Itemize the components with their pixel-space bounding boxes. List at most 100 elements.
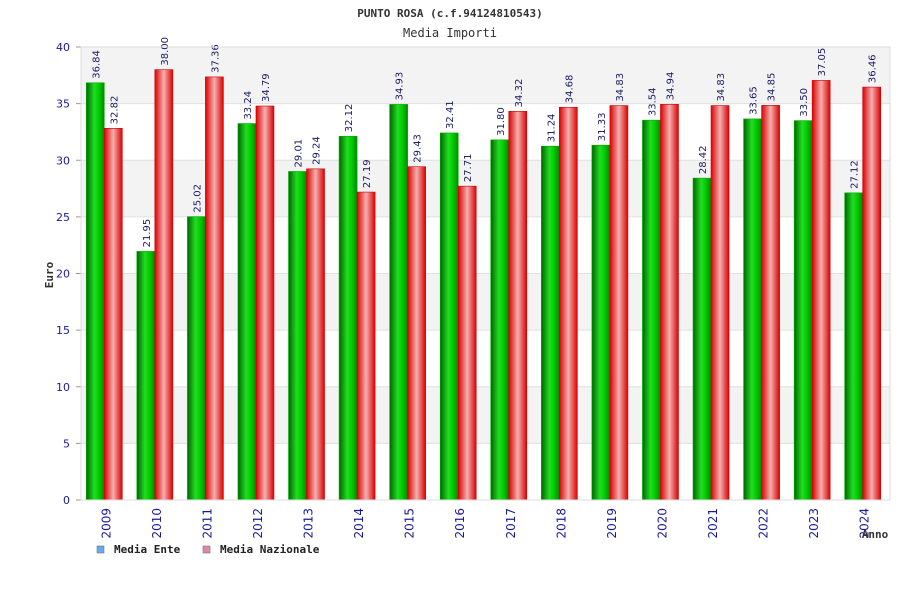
data-label: 34.79 xyxy=(261,73,272,102)
chart-title: PUNTO ROSA (c.f.94124810543) xyxy=(357,7,542,20)
y-tick-label: 5 xyxy=(63,437,70,450)
data-label: 27.12 xyxy=(850,160,861,189)
bar-media-ente xyxy=(844,192,864,501)
x-tick-label: 2018 xyxy=(554,508,568,539)
x-tick-label: 2015 xyxy=(403,508,417,539)
data-label: 31.80 xyxy=(496,107,507,136)
data-label: 29.43 xyxy=(413,134,424,163)
bar-media-nazionale xyxy=(862,86,882,501)
bar-media-ente xyxy=(136,251,156,501)
data-label: 38.00 xyxy=(160,37,171,66)
x-tick-label: 2009 xyxy=(99,508,113,539)
chart-subtitle: Media Importi xyxy=(403,26,497,40)
x-tick-label: 2022 xyxy=(757,508,771,539)
data-label: 33.50 xyxy=(799,88,810,117)
bar-media-nazionale xyxy=(508,111,528,501)
y-axis-label: Euro xyxy=(43,261,56,288)
data-label: 32.82 xyxy=(109,96,120,125)
legend-swatch xyxy=(96,545,105,554)
bar-media-nazionale xyxy=(457,185,477,501)
data-labels-group: 36.84 32.82 21.95 38.00 25.02 37.36 33.24 34.79… xyxy=(91,37,878,247)
bar-media-nazionale xyxy=(660,104,679,501)
plot-border xyxy=(80,46,891,501)
data-label: 21.95 xyxy=(142,219,153,248)
legend-label: Media Ente xyxy=(114,543,181,556)
bar-media-nazionale xyxy=(609,105,629,501)
data-label: 32.12 xyxy=(344,104,355,133)
data-label: 25.02 xyxy=(192,184,203,213)
data-label: 34.83 xyxy=(615,73,626,102)
bars-group xyxy=(85,69,882,501)
legend-swatch xyxy=(202,545,211,554)
y-tick-label: 25 xyxy=(56,211,70,224)
bar-media-nazionale xyxy=(356,191,376,501)
data-label: 34.85 xyxy=(767,73,778,102)
y-tick-label: 0 xyxy=(63,494,70,507)
bar-media-ente xyxy=(793,120,813,501)
x-tick-label: 2023 xyxy=(807,508,821,539)
bar-media-nazionale xyxy=(559,106,578,501)
x-tick-label: 2020 xyxy=(655,508,669,539)
bar-media-nazionale xyxy=(407,166,426,501)
y-tick-label: 10 xyxy=(56,381,70,394)
x-tick-label: 2021 xyxy=(706,508,720,539)
bar-media-ente xyxy=(591,144,611,501)
bar-media-nazionale xyxy=(306,168,325,501)
axes xyxy=(80,46,891,501)
legend-label: Media Nazionale xyxy=(220,543,320,556)
bar-media-ente xyxy=(187,216,206,501)
data-label: 33.54 xyxy=(647,88,658,117)
x-axis-label: Anno xyxy=(862,528,889,541)
data-label: 34.68 xyxy=(564,75,575,104)
y-tick-label: 20 xyxy=(56,268,70,281)
bar-media-nazionale xyxy=(761,105,780,501)
data-label: 34.93 xyxy=(395,72,406,101)
x-tick-label: 2019 xyxy=(605,508,619,539)
data-label: 33.65 xyxy=(749,86,760,115)
bar-media-ente xyxy=(642,119,661,501)
x-tick-label: 2010 xyxy=(150,508,164,539)
data-label: 32.41 xyxy=(445,100,456,129)
x-tick-label: 2011 xyxy=(200,508,214,539)
y-tick-label: 15 xyxy=(56,324,70,337)
bar-media-ente xyxy=(237,123,257,501)
bar-media-nazionale xyxy=(811,80,831,501)
bar-media-nazionale xyxy=(154,69,174,501)
data-label: 33.24 xyxy=(243,91,254,120)
y-tick-label: 30 xyxy=(56,154,70,167)
x-tick-labels: 2009 2010 2011 2012 2013 2014 2015 2016 2017 2018… xyxy=(99,508,871,539)
bar-media-nazionale xyxy=(103,128,123,501)
data-label: 31.24 xyxy=(546,114,557,143)
y-tick-label: 35 xyxy=(56,98,70,111)
bar-media-nazionale xyxy=(710,105,730,501)
x-tick-label: 2012 xyxy=(251,508,265,539)
data-label: 27.71 xyxy=(463,154,474,183)
y-tick-label: 40 xyxy=(56,41,70,54)
bar-media-nazionale xyxy=(205,76,224,501)
y-tick-labels: 0 5 10 15 20 25 30 35 40 xyxy=(56,41,70,507)
bar-media-nazionale xyxy=(255,105,275,501)
data-label: 36.46 xyxy=(868,54,879,83)
data-label: 27.19 xyxy=(362,159,373,188)
bar-media-ente xyxy=(288,171,307,501)
data-label: 37.05 xyxy=(817,48,828,77)
x-tick-label: 2024 xyxy=(858,508,872,539)
bar-media-ente xyxy=(541,145,560,501)
data-label: 29.24 xyxy=(312,136,323,165)
data-label: 29.01 xyxy=(294,139,305,168)
data-label: 37.36 xyxy=(210,44,221,73)
data-label: 36.84 xyxy=(91,50,102,79)
data-label: 34.94 xyxy=(665,72,676,101)
x-tick-label: 2017 xyxy=(504,508,518,539)
x-tick-label: 2014 xyxy=(352,508,366,539)
bar-media-ente xyxy=(85,82,105,501)
x-tick-label: 2016 xyxy=(453,508,467,539)
data-label: 31.33 xyxy=(597,113,608,142)
bar-media-ente xyxy=(439,132,459,501)
data-label: 34.83 xyxy=(716,73,727,102)
bar-media-ente xyxy=(490,139,510,501)
bar-media-ente xyxy=(389,104,408,501)
bar-media-ente xyxy=(692,177,712,501)
legend: Media Ente Media Nazionale xyxy=(96,543,320,556)
